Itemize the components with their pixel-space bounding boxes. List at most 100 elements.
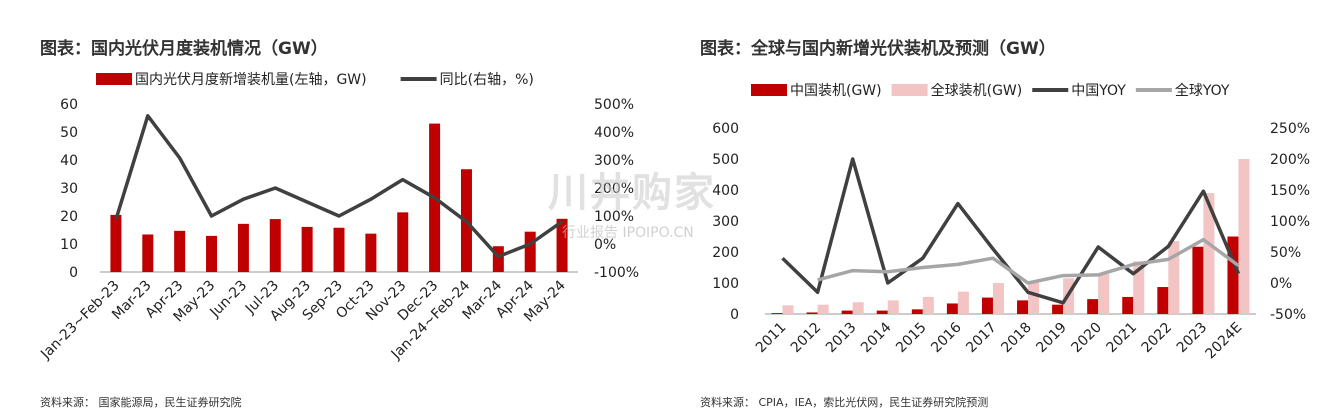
bar <box>142 234 154 272</box>
bar <box>174 230 186 272</box>
bar <box>1157 287 1169 314</box>
bar <box>365 233 377 272</box>
y-right-tick-label: 100% <box>1270 214 1310 230</box>
bar <box>806 312 818 314</box>
bar <box>981 297 993 314</box>
bar <box>301 226 313 272</box>
y-left-tick-label: 20 <box>60 209 78 225</box>
bar <box>782 305 794 314</box>
bar <box>333 227 345 272</box>
x-tick-label: Jan-23~Feb-23 <box>37 278 122 363</box>
y-left-tick-label: 200 <box>712 245 739 261</box>
legend-label: 国内光伏月度新增装机量(左轴，GW) <box>135 72 367 88</box>
bar <box>237 223 249 272</box>
y-right-tick-label: 400% <box>594 125 634 141</box>
bar <box>1192 246 1204 314</box>
x-tick-label: 2013 <box>823 320 860 357</box>
bar <box>206 235 218 272</box>
y-left-tick-label: 40 <box>60 153 78 169</box>
bar <box>911 309 923 314</box>
y-right-tick-label: 200% <box>1270 152 1310 168</box>
y-left-tick-label: 0 <box>69 265 78 281</box>
chart-source: 资料来源： CPIA，IEA，索比光伏网，民生证券研究院预测 <box>700 396 989 409</box>
bar <box>524 231 536 272</box>
y-left-tick-label: 500 <box>712 152 739 168</box>
bar <box>1017 300 1029 314</box>
bar <box>1122 296 1134 314</box>
bar <box>852 302 864 314</box>
bar <box>1087 299 1099 314</box>
bar <box>269 219 281 272</box>
legend-label: 全球装机(GW) <box>931 82 1023 99</box>
y-left-tick-label: 0 <box>730 307 739 323</box>
x-tick-label: 2018 <box>998 320 1035 357</box>
legend-label: 同比(右轴，%) <box>440 72 534 88</box>
legend-swatch <box>96 73 132 85</box>
x-tick-label: 2015 <box>893 320 930 357</box>
y-left-tick-label: 10 <box>60 237 78 253</box>
y-right-tick-label: 0% <box>1270 276 1292 292</box>
bar <box>1238 159 1250 314</box>
y-left-tick-label: 60 <box>60 97 78 113</box>
y-left-tick-label: 600 <box>712 121 739 137</box>
x-tick-label: 2022 <box>1139 320 1176 357</box>
bar <box>876 310 888 314</box>
bar <box>1052 304 1064 314</box>
bar <box>887 300 899 314</box>
x-tick-label: 2016 <box>928 319 965 356</box>
y-right-tick-label: 100% <box>594 209 634 225</box>
chart-global-vs-china: 0 100 200 300 400 500 600 -50% 0% 50% 100% 150% 200%… <box>712 82 1310 363</box>
x-tick-label: 2021 <box>1104 320 1141 357</box>
y-right-tick-label: 50% <box>1270 245 1301 261</box>
y-right-tick-label: -50% <box>1270 307 1306 323</box>
bar <box>1098 273 1110 314</box>
y-right-tick-label: -100% <box>594 265 639 281</box>
bar <box>946 303 958 314</box>
series-line <box>114 114 564 259</box>
bar <box>841 310 853 314</box>
x-tick-label: 2020 <box>1068 320 1105 357</box>
chart-title: 图表：全球与国内新增光伏装机及预测（GW） <box>700 39 1056 59</box>
chart-source: 资料来源： 国家能源局，民生证券研究院 <box>40 396 242 409</box>
bar <box>1028 281 1040 314</box>
x-tick-label: 2024E <box>1203 320 1246 363</box>
bar <box>1203 193 1215 314</box>
y-left-tick-label: 100 <box>712 276 739 292</box>
y-right-tick-label: 0% <box>594 237 616 253</box>
y-right-tick-label: 250% <box>1270 121 1310 137</box>
y-left-tick-label: 30 <box>60 181 78 197</box>
bar <box>992 283 1004 314</box>
series-line <box>817 237 1240 285</box>
bar <box>1227 236 1239 314</box>
chart-domestic-monthly: 0 10 20 30 40 50 60 -100% 0% 100% 200% 300% 400% 500%… <box>37 72 639 363</box>
bar <box>1133 261 1145 314</box>
bar <box>556 218 568 272</box>
legend-label: 全球YOY <box>1175 82 1230 99</box>
y-left-tick-label: 50 <box>60 125 78 141</box>
y-right-tick-label: 200% <box>594 181 634 197</box>
chart-panel-domestic-monthly: 图表：国内光伏月度装机情况（GW） 0 10 20 30 40 50 60 -100% 0% 10… <box>0 0 660 409</box>
y-left-tick-label: 300 <box>712 214 739 230</box>
bar <box>492 246 504 272</box>
legend-swatch <box>751 84 787 96</box>
y-right-tick-label: 300% <box>594 153 634 169</box>
legend-swatch <box>891 84 928 96</box>
bar <box>110 214 122 272</box>
y-right-tick-label: 150% <box>1270 183 1310 199</box>
y-right-tick-label: 500% <box>594 97 634 113</box>
bar <box>1168 241 1180 314</box>
x-tick-label: 2014 <box>858 319 895 356</box>
chart-title: 图表：国内光伏月度装机情况（GW） <box>40 39 328 59</box>
bar <box>397 212 409 272</box>
x-tick-label: 2011 <box>753 320 790 357</box>
chart-panel-global-vs-china: 图表：全球与国内新增光伏装机及预测（GW） 0 100 200 300 400 500 60… <box>660 0 1320 409</box>
y-left-tick-label: 400 <box>712 183 739 199</box>
x-tick-label: 2017 <box>963 320 1000 357</box>
x-tick-label: 2012 <box>788 320 825 357</box>
bar <box>817 304 829 314</box>
x-tick-label: 2019 <box>1033 320 1070 357</box>
bar <box>922 296 934 314</box>
legend-label: 中国YOY <box>1071 83 1126 99</box>
bar <box>771 313 783 314</box>
bar <box>957 291 969 314</box>
